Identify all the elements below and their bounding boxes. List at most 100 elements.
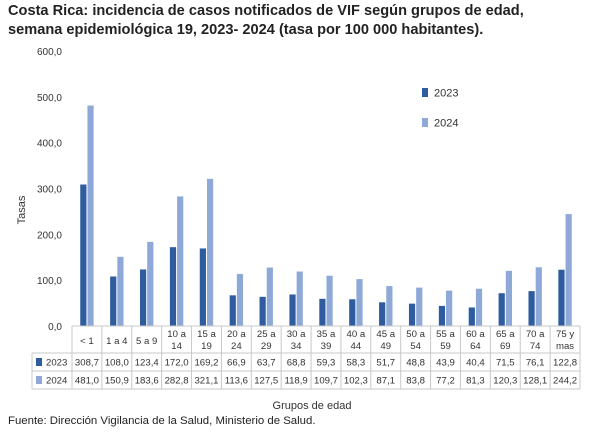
table-row-label-2024: 2024 bbox=[46, 376, 68, 387]
x-tick-label: 75 y bbox=[556, 329, 574, 340]
data-label-2023-13: 40,4 bbox=[466, 358, 485, 369]
bar-2023-16 bbox=[558, 269, 565, 326]
bar-2023-12 bbox=[438, 305, 446, 326]
bar-2024-2 bbox=[147, 241, 154, 326]
data-label-2023-2: 123,4 bbox=[135, 358, 160, 369]
x-tick-label: 29 bbox=[261, 341, 272, 352]
bar-2024-9 bbox=[356, 279, 363, 326]
bar-2024-16 bbox=[565, 214, 572, 326]
x-tick-label: 30 a bbox=[287, 329, 306, 340]
data-label-2023-5: 66,9 bbox=[227, 358, 246, 369]
bar-2023-8 bbox=[319, 298, 326, 326]
x-tick-label: 14 bbox=[171, 341, 182, 352]
bar-2024-4 bbox=[206, 178, 214, 326]
data-label-2024-1: 150,9 bbox=[105, 376, 129, 387]
data-label-2023-3: 172,0 bbox=[165, 358, 189, 369]
legend-label-2024: 2024 bbox=[434, 118, 458, 130]
data-label-2023-14: 71,5 bbox=[496, 358, 515, 369]
bar-2024-5 bbox=[236, 273, 244, 326]
bar-2023-9 bbox=[349, 299, 356, 326]
data-label-2024-11: 83,8 bbox=[406, 376, 425, 387]
bar-2023-2 bbox=[140, 269, 147, 326]
data-label-2024-5: 113,6 bbox=[225, 376, 248, 387]
data-label-2023-12: 43,9 bbox=[436, 358, 455, 369]
bar-2023-1 bbox=[110, 276, 117, 326]
x-tick-label: 65 a bbox=[496, 329, 515, 340]
bar-2024-8 bbox=[326, 275, 333, 326]
y-tick-label: 500,0 bbox=[37, 93, 62, 104]
x-tick-label: 1 a 4 bbox=[106, 336, 128, 347]
x-tick-label: 15 a bbox=[197, 329, 216, 340]
table-key-swatch-2024 bbox=[36, 376, 42, 384]
x-tick-label: 55 a bbox=[436, 329, 455, 340]
data-label-2024-7: 118,9 bbox=[284, 376, 307, 387]
bar-2023-4 bbox=[199, 248, 206, 326]
x-tick-label: 19 bbox=[201, 341, 212, 352]
bar-2023-10 bbox=[379, 302, 386, 326]
bar-2024-6 bbox=[266, 267, 273, 326]
bar-2024-11 bbox=[416, 287, 423, 326]
x-tick-label: mas bbox=[556, 341, 574, 352]
x-tick-label: 54 bbox=[410, 341, 421, 352]
data-label-2024-9: 102,3 bbox=[344, 376, 368, 387]
x-tick-label: 59 bbox=[440, 341, 451, 352]
bar-2024-3 bbox=[177, 196, 184, 326]
x-tick-label: 64 bbox=[470, 341, 481, 352]
data-label-2023-11: 48,8 bbox=[406, 358, 425, 369]
bar-2023-11 bbox=[408, 303, 416, 326]
data-label-2023-8: 59,3 bbox=[317, 358, 336, 369]
data-label-2024-2: 183,6 bbox=[135, 376, 159, 387]
bar-2023-15 bbox=[528, 291, 535, 326]
legend-label-2023: 2023 bbox=[434, 88, 458, 100]
x-tick-label: 74 bbox=[530, 341, 541, 352]
data-label-2024-0: 481,0 bbox=[75, 376, 99, 387]
data-label-2024-16: 244,2 bbox=[553, 376, 577, 387]
x-tick-label: < 1 bbox=[80, 336, 94, 347]
bar-2023-5 bbox=[229, 295, 236, 326]
bar-2024-10 bbox=[386, 286, 393, 326]
x-tick-label: 20 a bbox=[227, 329, 246, 340]
data-label-2024-6: 127,5 bbox=[254, 376, 278, 387]
x-tick-label: 70 a bbox=[526, 329, 545, 340]
x-tick-label: 49 bbox=[380, 341, 391, 352]
x-tick-label: 10 a bbox=[167, 329, 186, 340]
y-tick-label: 400,0 bbox=[37, 139, 62, 150]
data-label-2023-0: 308,7 bbox=[75, 358, 99, 369]
data-label-2024-14: 120,3 bbox=[493, 376, 517, 387]
legend-swatch-2023 bbox=[422, 88, 428, 97]
x-tick-label: 45 a bbox=[376, 329, 395, 340]
bar-2024-12 bbox=[446, 290, 453, 326]
x-tick-label: 40 a bbox=[347, 329, 366, 340]
data-label-2023-16: 122,8 bbox=[553, 358, 577, 369]
x-tick-label: 50 a bbox=[406, 329, 425, 340]
y-tick-label: 100,0 bbox=[37, 276, 62, 287]
y-tick-label: 0,0 bbox=[48, 322, 62, 333]
data-label-2023-7: 68,8 bbox=[287, 358, 306, 369]
x-tick-label: 25 a bbox=[257, 329, 276, 340]
table-key-swatch-2023 bbox=[36, 358, 42, 366]
y-tick-label: 600,0 bbox=[37, 47, 62, 58]
bar-2024-13 bbox=[475, 288, 483, 326]
x-tick-label: 34 bbox=[291, 341, 302, 352]
bar-2023-14 bbox=[498, 293, 505, 326]
bar-2023-7 bbox=[289, 294, 296, 326]
data-label-2023-15: 76,1 bbox=[526, 358, 545, 369]
data-label-2024-13: 81,3 bbox=[466, 376, 485, 387]
chart-title: Costa Rica: incidencia de casos notifica… bbox=[8, 2, 598, 40]
bar-2023-6 bbox=[259, 296, 266, 326]
data-label-2023-4: 169,2 bbox=[194, 358, 218, 369]
x-tick-label: 35 a bbox=[317, 329, 336, 340]
y-tick-label: 200,0 bbox=[37, 230, 62, 241]
x-tick-label: 44 bbox=[351, 341, 362, 352]
bar-2023-13 bbox=[468, 307, 475, 326]
data-label-2023-1: 108,0 bbox=[105, 358, 129, 369]
data-label-2023-6: 63,7 bbox=[257, 358, 276, 369]
data-label-2024-10: 87,1 bbox=[376, 376, 395, 387]
bar-2024-7 bbox=[296, 271, 303, 326]
data-label-2024-3: 282,8 bbox=[165, 376, 189, 387]
x-axis-title: Grupos de edad bbox=[273, 400, 352, 412]
data-label-2024-12: 77,2 bbox=[436, 376, 455, 387]
y-tick-label: 300,0 bbox=[37, 185, 62, 196]
bar-2023-0 bbox=[80, 184, 87, 326]
